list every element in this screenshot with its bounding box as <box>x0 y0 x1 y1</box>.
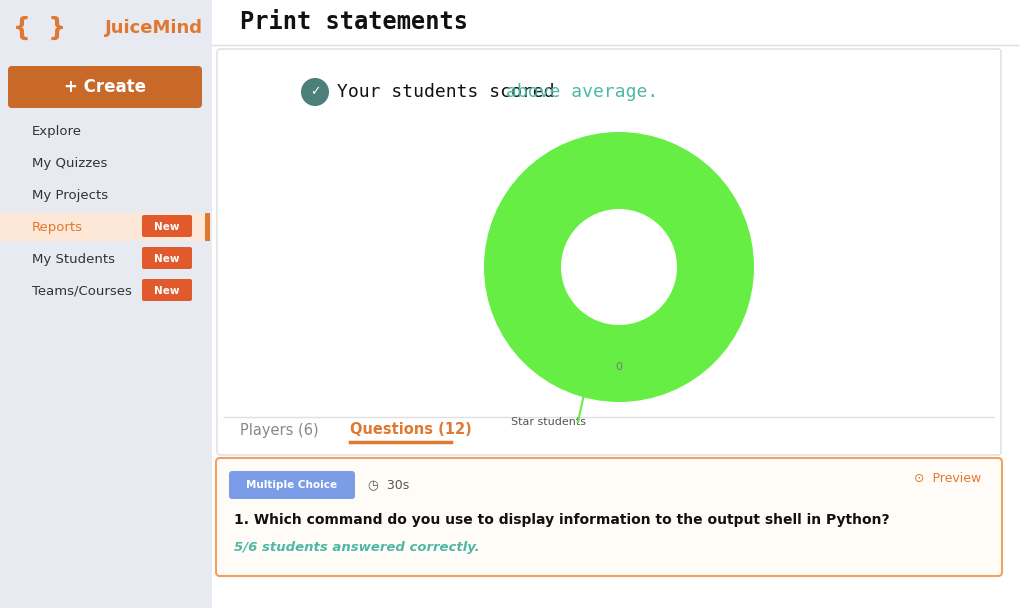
Text: JuiceMind: JuiceMind <box>105 19 203 37</box>
Text: {  }: { } <box>13 16 67 40</box>
Text: Star students: Star students <box>511 417 586 427</box>
Text: Explore: Explore <box>32 125 82 137</box>
Text: Players (6): Players (6) <box>240 423 318 438</box>
FancyBboxPatch shape <box>205 213 210 241</box>
Circle shape <box>561 209 677 325</box>
FancyBboxPatch shape <box>212 0 1024 608</box>
Text: Questions (12): Questions (12) <box>350 423 472 438</box>
Text: New: New <box>155 254 180 264</box>
Text: Teams/Courses: Teams/Courses <box>32 285 132 297</box>
Text: Multiple Choice: Multiple Choice <box>247 480 338 490</box>
FancyBboxPatch shape <box>142 247 193 269</box>
Text: My Quizzes: My Quizzes <box>32 156 108 170</box>
Text: above average.: above average. <box>506 83 658 101</box>
FancyBboxPatch shape <box>217 49 1001 455</box>
Circle shape <box>484 132 754 402</box>
FancyBboxPatch shape <box>8 66 202 108</box>
FancyBboxPatch shape <box>142 215 193 237</box>
Text: ✓: ✓ <box>309 86 321 98</box>
Text: + Create: + Create <box>63 78 146 96</box>
Text: Print statements: Print statements <box>240 10 468 34</box>
FancyBboxPatch shape <box>216 458 1002 576</box>
FancyBboxPatch shape <box>229 471 355 499</box>
Text: ⊙  Preview: ⊙ Preview <box>914 471 982 485</box>
Text: Reports: Reports <box>32 221 83 233</box>
Text: My Students: My Students <box>32 252 115 266</box>
Text: New: New <box>155 286 180 296</box>
FancyBboxPatch shape <box>142 279 193 301</box>
FancyBboxPatch shape <box>0 0 210 608</box>
Text: ◷  30s: ◷ 30s <box>368 478 410 491</box>
FancyBboxPatch shape <box>0 213 206 241</box>
Text: 0: 0 <box>615 362 623 372</box>
Text: 1. Which command do you use to display information to the output shell in Python: 1. Which command do you use to display i… <box>234 513 890 527</box>
Text: My Projects: My Projects <box>32 188 109 201</box>
Circle shape <box>301 78 329 106</box>
Text: New: New <box>155 222 180 232</box>
Text: 5/6 students answered correctly.: 5/6 students answered correctly. <box>234 541 479 553</box>
Text: Your students scored: Your students scored <box>337 83 565 101</box>
